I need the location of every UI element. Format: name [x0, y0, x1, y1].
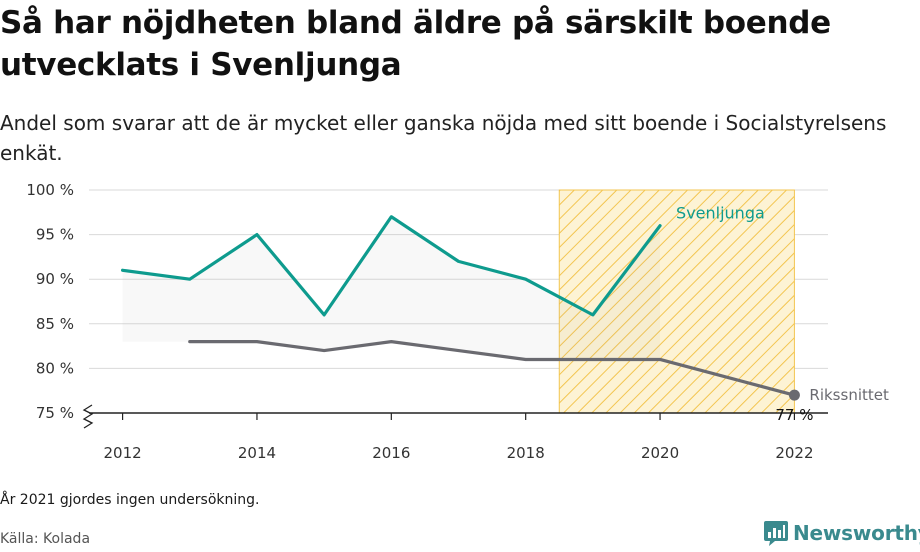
series-end-marker	[788, 389, 800, 401]
series-line-svenljunga	[120, 215, 662, 317]
chart-title: Så har nöjdheten bland äldre på särskilt…	[0, 5, 831, 83]
x-tick-label: 2018	[507, 444, 545, 462]
x-tick-label: 2016	[372, 444, 410, 462]
x-tick-label: 2020	[641, 444, 679, 462]
newsworthy-logo-icon	[764, 521, 788, 546]
footnote: År 2021 gjordes ingen undersökning.	[0, 492, 260, 508]
y-tick-label: 100 %	[26, 181, 74, 199]
y-tick-label: 75 %	[36, 404, 74, 422]
newsworthy-logo-text: Newsworthy	[793, 521, 920, 545]
x-tick-label: 2012	[103, 444, 141, 462]
axis-break-icon	[82, 404, 94, 429]
source-label: Källa: Kolada	[0, 531, 91, 547]
x-tick-label: 2014	[238, 444, 276, 462]
y-tick-label: 90 %	[36, 270, 74, 288]
series-label-svenljunga: Svenljunga	[676, 204, 765, 223]
line-chart: 75 % 80 % 85 % 90 % 95 % 100 % Rikssnittet 77 %…	[26, 181, 889, 462]
chart-subtitle: Andel som svarar att de är mycket eller …	[0, 111, 887, 165]
y-tick-label: 85 %	[36, 315, 74, 333]
series-line-rikssnittet	[188, 340, 797, 397]
y-tick-label: 95 %	[36, 226, 74, 244]
data-label-last-value: 77 %	[775, 406, 813, 424]
newsworthy-logo: Newsworthy	[763, 519, 920, 547]
series-gap-band	[122, 216, 661, 360]
series-label-rikssnittet: Rikssnittet	[809, 386, 889, 404]
highlight-range	[558, 189, 795, 414]
x-tick-label: 2022	[775, 444, 813, 462]
y-tick-label: 80 %	[36, 359, 74, 377]
